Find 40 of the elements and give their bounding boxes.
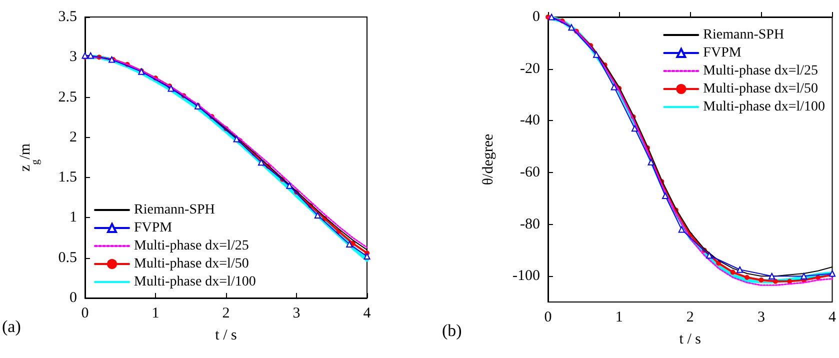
legend-label: Multi-phase dx=l/50	[134, 256, 249, 272]
y-axis-title: θ/degree	[480, 134, 496, 186]
y-tick-label: 2.5	[58, 89, 77, 106]
x-tick-label: 3	[757, 310, 765, 326]
legend-label: Multi-phase dx=l/100	[703, 100, 826, 114]
legend-label: Multi-phase dx=l/100	[134, 274, 256, 290]
y-tick-label: 1.5	[58, 170, 77, 186]
legend-label: FVPM	[703, 46, 742, 60]
x-tick-label: 4	[363, 306, 372, 322]
y-tick-label: 1	[70, 210, 77, 226]
y-tick-label: -40	[520, 112, 540, 129]
legend-label: Multi-phase dx=l/25	[134, 238, 249, 254]
y-tick-label: -100	[512, 268, 540, 284]
x-tick-label: 3	[292, 306, 300, 322]
y-tick-label: 0	[532, 9, 540, 25]
y-tick-label: -60	[520, 164, 540, 180]
x-tick-label: 2	[222, 306, 230, 322]
legend-label: Riemann-SPH	[134, 202, 215, 218]
y-tick-label: 0	[70, 290, 77, 306]
y-tick-label: 3	[70, 49, 77, 66]
legend-label: Riemann-SPH	[703, 28, 784, 42]
x-tick-label: 0	[544, 310, 552, 326]
legend-label: FVPM	[134, 220, 173, 236]
x-tick-label: 2	[686, 310, 694, 326]
y-axis-title: zg/m	[18, 143, 42, 172]
y-tick-label: 2	[70, 129, 77, 146]
y-tick-label: -20	[520, 60, 540, 77]
x-tick-label: 0	[81, 306, 89, 322]
text: (a)	[2, 317, 21, 336]
x-tick-label: 1	[152, 306, 160, 322]
x-axis-title: t / s	[679, 332, 702, 348]
text: (b)	[442, 321, 462, 340]
y-tick-label: 3.5	[58, 9, 77, 25]
x-tick-label: 1	[615, 310, 623, 326]
y-tick-label: 0.5	[58, 250, 77, 266]
y-tick-label: -80	[520, 216, 540, 232]
legend-label: Multi-phase dx=l/50	[703, 82, 818, 96]
x-tick-label: 4	[828, 310, 836, 326]
x-axis-title: t / s	[215, 328, 237, 344]
legend-label: Multi-phase dx=l/25	[703, 64, 818, 78]
